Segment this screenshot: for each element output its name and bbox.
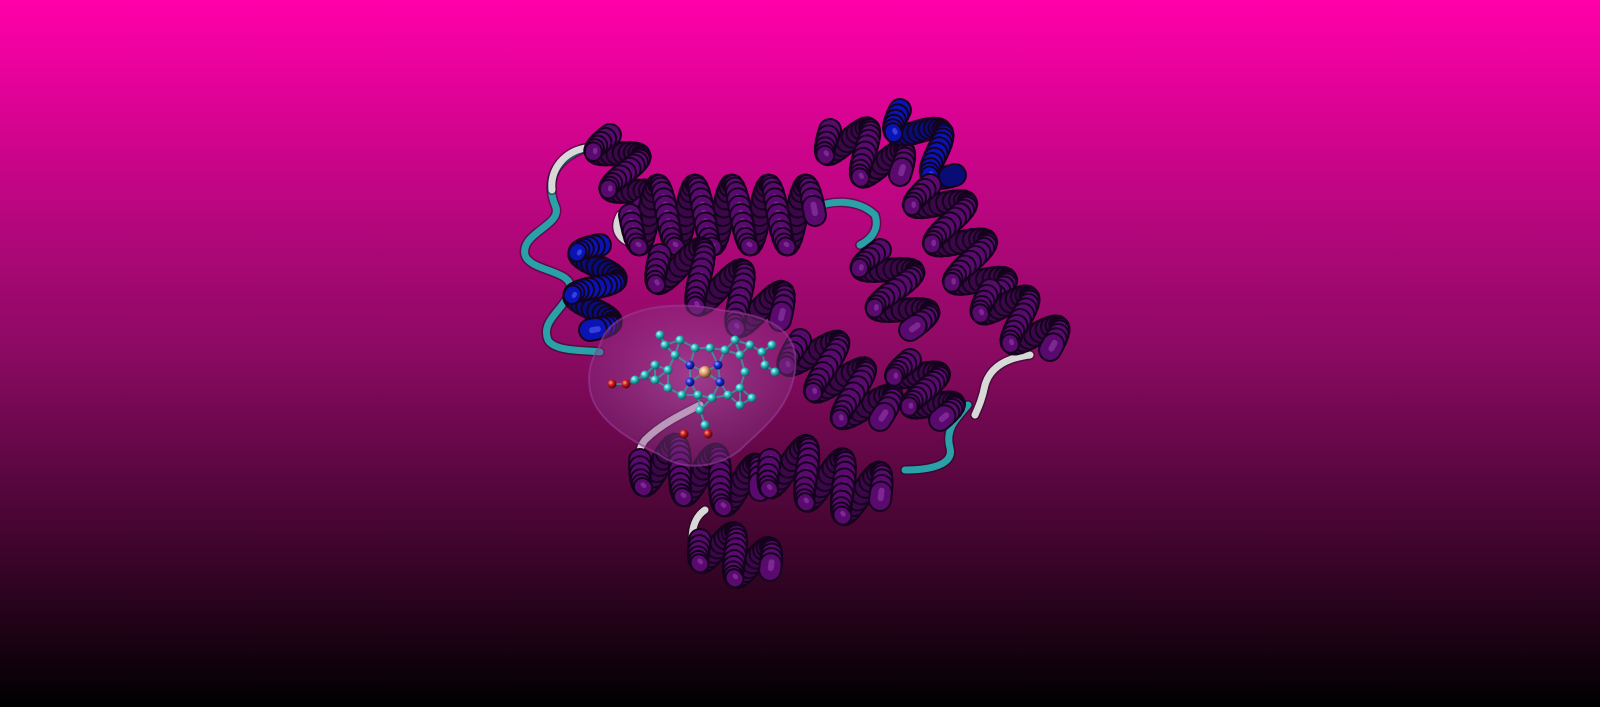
carbon-atom <box>767 340 777 350</box>
helix-e <box>969 278 1071 362</box>
carbon-atom <box>693 390 703 400</box>
helix-310-left <box>562 233 628 342</box>
helix-d <box>901 173 1019 312</box>
carbon-atom <box>700 420 710 430</box>
nitrogen-atom <box>685 360 695 370</box>
carbon-atom <box>677 390 687 400</box>
carbon-atom <box>650 375 660 385</box>
helix-h <box>776 328 904 432</box>
helix-k <box>756 433 894 527</box>
carbon-atom <box>735 400 745 410</box>
nitrogen-atom <box>713 360 723 370</box>
carbon-atom <box>760 360 770 370</box>
carbon-atom <box>735 383 745 393</box>
nitrogen-atom <box>685 377 695 387</box>
carbon-atom <box>705 343 715 353</box>
carbon-atom <box>663 365 673 375</box>
carbon-atom <box>675 335 685 345</box>
nitrogen-atom <box>715 377 725 387</box>
carbon-atom <box>735 350 745 360</box>
coil-segment <box>808 198 880 249</box>
carbon-atom <box>747 393 757 403</box>
carbon-atom <box>670 350 680 360</box>
carbon-atom <box>640 370 650 380</box>
oxygen-atom <box>621 379 631 389</box>
helix-b <box>618 173 827 257</box>
helix-i <box>883 348 967 432</box>
carbon-atom <box>690 343 700 353</box>
carbon-atom <box>730 335 740 345</box>
oxygen-atom <box>679 429 689 439</box>
carbon-atom <box>655 330 665 340</box>
carbon-atom <box>720 345 730 355</box>
carbon-atom <box>630 375 640 385</box>
coil-segment <box>548 144 589 194</box>
carbon-atom <box>660 340 670 350</box>
carbon-atom <box>770 367 780 377</box>
carbon-atom <box>740 367 750 377</box>
carbon-atom <box>663 383 673 393</box>
helix-l <box>686 520 784 590</box>
iron-atom <box>699 366 711 378</box>
heme-ligand <box>607 330 780 439</box>
oxygen-atom <box>607 379 617 389</box>
carbon-atom <box>723 390 733 400</box>
carbon-atom <box>650 360 660 370</box>
carbon-atom <box>707 393 717 403</box>
helix-f <box>849 238 941 342</box>
coil-segment <box>971 351 1034 419</box>
carbon-atom <box>757 347 767 357</box>
carbon-atom <box>745 340 755 350</box>
carbon-atom <box>695 405 705 415</box>
oxygen-atom <box>703 429 713 439</box>
helix-c <box>813 116 917 189</box>
